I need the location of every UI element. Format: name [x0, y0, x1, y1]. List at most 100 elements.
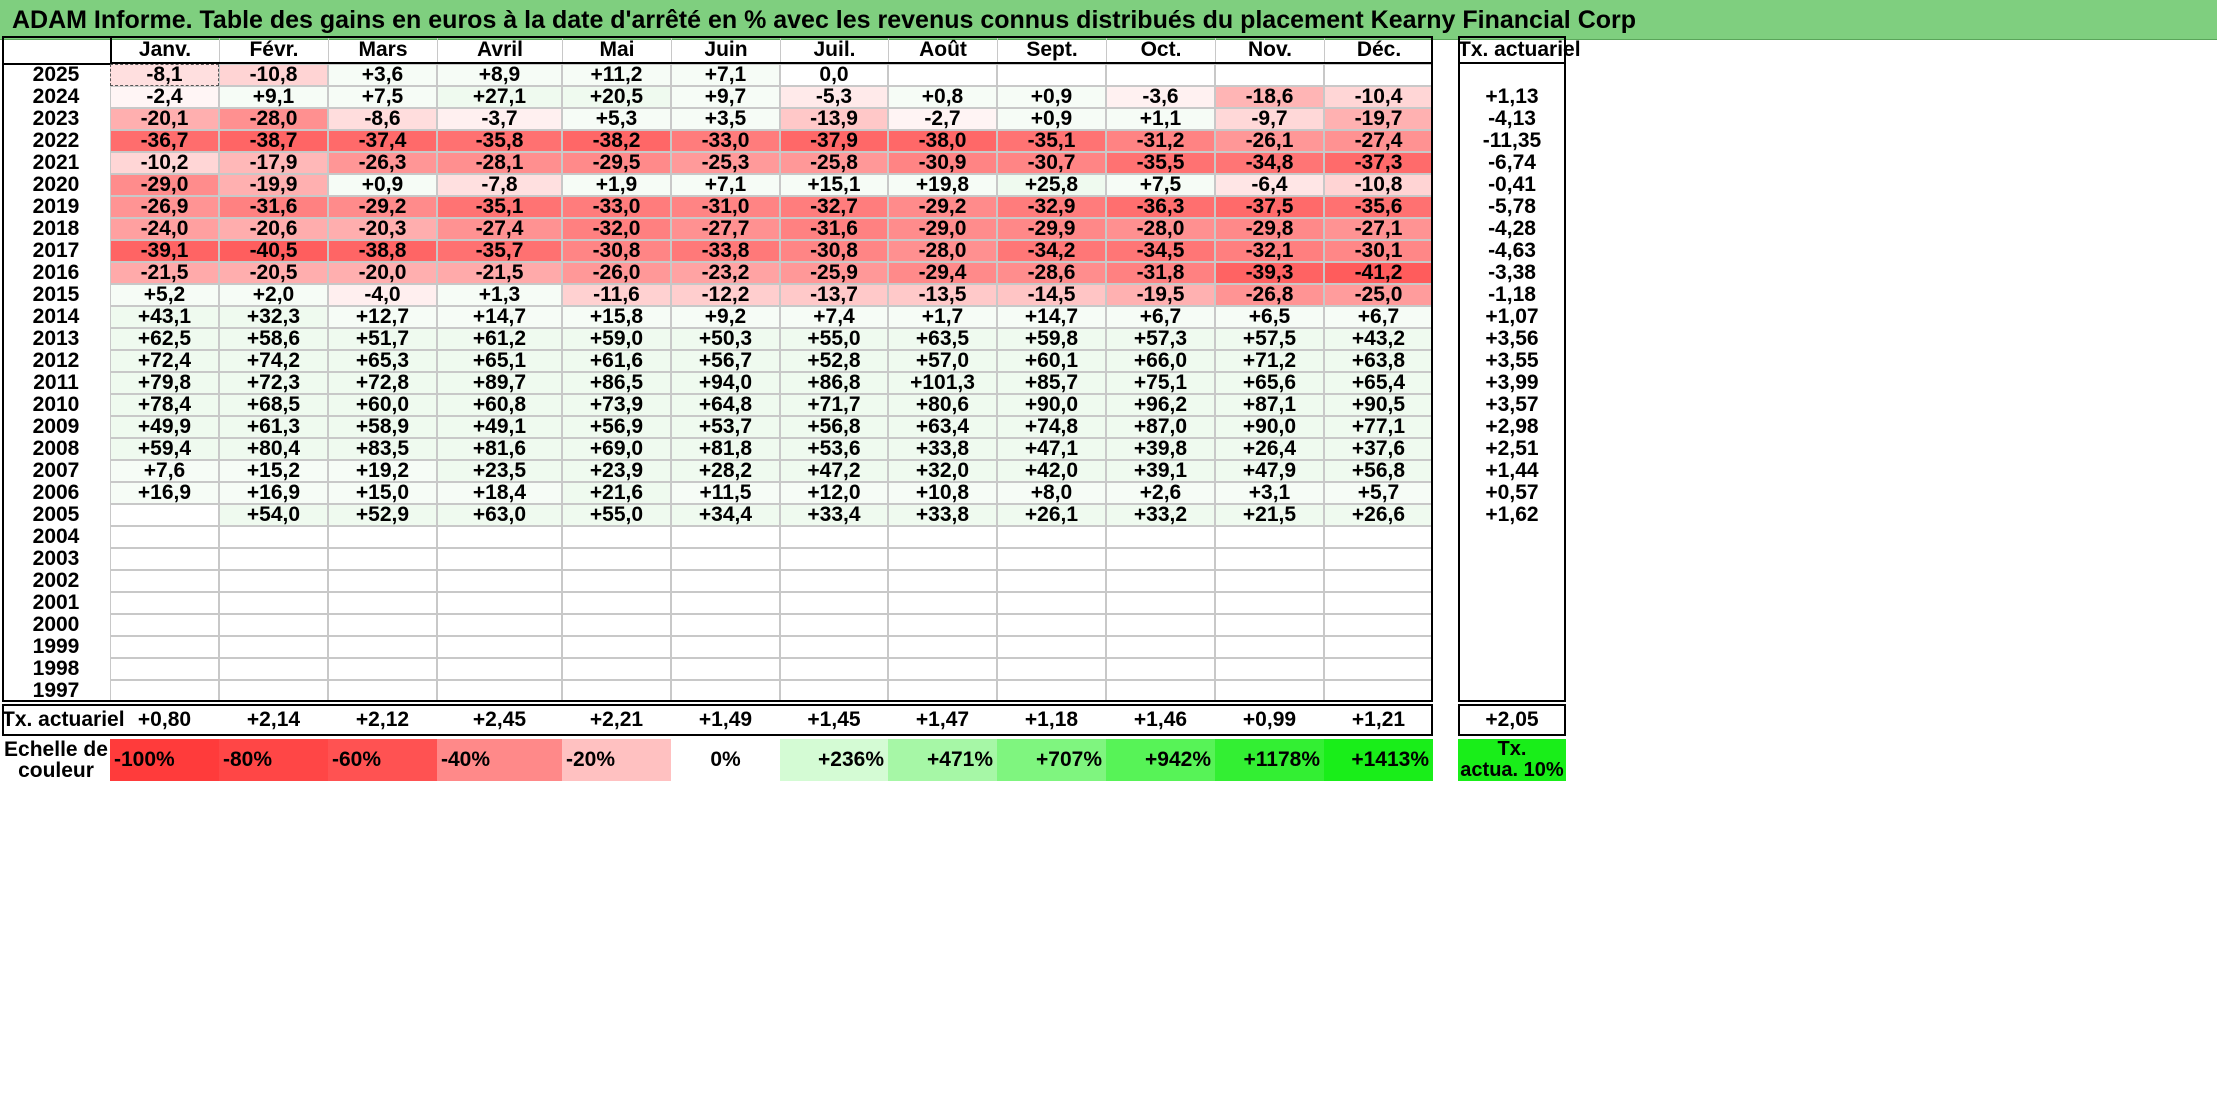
gain-cell: +33,4 [780, 504, 888, 526]
color-scale-step-label: +471% [927, 748, 993, 771]
gain-cell [437, 636, 562, 658]
gain-cell: +62,5 [110, 328, 219, 350]
gain-cell [1324, 570, 1433, 592]
gain-cell: +7,5 [1106, 174, 1215, 196]
annual-rate-cell: +3,57 [1485, 393, 1539, 416]
gain-cell: -23,2 [671, 262, 780, 284]
year-label: 2005 [32, 503, 80, 526]
gain-cell: +23,9 [562, 460, 671, 482]
gain-cell: +63,4 [888, 416, 997, 438]
gain-cell [780, 526, 888, 548]
gain-cell [1106, 64, 1215, 86]
gain-cell: -35,6 [1324, 196, 1433, 218]
gain-cell: +65,3 [328, 350, 437, 372]
gain-cell: -30,8 [780, 240, 888, 262]
gain-cell [997, 64, 1106, 86]
gain-cell: +8,9 [437, 64, 562, 86]
gain-cell [328, 680, 437, 702]
color-scale-step-label: 0% [710, 748, 741, 771]
gain-cell: +87,0 [1106, 416, 1215, 438]
gain-cell: -32,1 [1215, 240, 1324, 262]
gain-cell: -13,7 [780, 284, 888, 306]
gain-cell: -29,0 [888, 218, 997, 240]
gain-cell: +59,4 [110, 438, 219, 460]
gain-cell: -32,9 [997, 196, 1106, 218]
month-header: Juin [671, 36, 780, 64]
gain-cell: +1,7 [888, 306, 997, 328]
gain-cell [671, 658, 780, 680]
gain-cell: -17,9 [219, 152, 328, 174]
year-label: 2015 [32, 283, 80, 306]
gain-cell: +55,0 [562, 504, 671, 526]
color-scale-step: -40% [437, 739, 562, 781]
color-scale-step-label: +707% [1036, 748, 1102, 771]
gain-cell: -26,3 [328, 152, 437, 174]
gain-cell: +74,2 [219, 350, 328, 372]
color-scale-step: -100% [110, 739, 219, 781]
gain-cell: +56,9 [562, 416, 671, 438]
gain-cell: +80,6 [888, 394, 997, 416]
annual-rate-cell: -4,63 [1488, 239, 1536, 262]
gain-cell: -41,2 [1324, 262, 1433, 284]
gain-cell: -39,1 [110, 240, 219, 262]
year-label: 2012 [32, 349, 80, 372]
gain-cell: -36,3 [1106, 196, 1215, 218]
color-scale-step-label: -100% [114, 748, 175, 771]
annual-rate-cell: +1,13 [1485, 85, 1539, 108]
gain-cell: -38,7 [219, 130, 328, 152]
gain-cell [1324, 548, 1433, 570]
gain-cell: -37,9 [780, 130, 888, 152]
gain-cell: +26,4 [1215, 438, 1324, 460]
gain-cell [780, 592, 888, 614]
gain-cell [671, 592, 780, 614]
gain-cell: -2,7 [888, 108, 997, 130]
monthly-rate-cell: +1,45 [807, 708, 861, 731]
gain-cell: +43,2 [1324, 328, 1433, 350]
gain-cell: -34,8 [1215, 152, 1324, 174]
gain-cell [328, 570, 437, 592]
gain-cell [1106, 680, 1215, 702]
gain-cell: +59,0 [562, 328, 671, 350]
gain-cell: +58,6 [219, 328, 328, 350]
gain-cell: +90,5 [1324, 394, 1433, 416]
gain-cell [437, 570, 562, 592]
gain-cell: -8,1 [110, 64, 219, 86]
gain-cell: -27,4 [1324, 130, 1433, 152]
gain-cell: -26,8 [1215, 284, 1324, 306]
gain-cell: -37,3 [1324, 152, 1433, 174]
gain-cell: +0,8 [888, 86, 997, 108]
gain-cell: -29,5 [562, 152, 671, 174]
gain-cell: +9,7 [671, 86, 780, 108]
color-scale-label: Echelle de couleur [2, 739, 110, 781]
gain-cell [562, 680, 671, 702]
annual-rate-cell [1458, 64, 1566, 86]
gain-cell: -35,5 [1106, 152, 1215, 174]
annual-rate-header: Tx. actuariel [1458, 38, 1581, 61]
year-label: 2004 [32, 525, 80, 548]
gain-cell: +39,1 [1106, 460, 1215, 482]
gain-cell: -31,8 [1106, 262, 1215, 284]
gain-cell: -31,6 [780, 218, 888, 240]
year-label: 2020 [32, 173, 80, 196]
gain-cell: -6,4 [1215, 174, 1324, 196]
gain-cell: +9,1 [219, 86, 328, 108]
gain-cell [997, 592, 1106, 614]
gain-cell [888, 636, 997, 658]
gain-cell: +50,3 [671, 328, 780, 350]
annual-rate-legend-line2: actua. 10% [1460, 759, 1564, 781]
color-scale-step: -60% [328, 739, 437, 781]
gain-cell: -7,8 [437, 174, 562, 196]
gain-cell: +63,8 [1324, 350, 1433, 372]
gain-cell: -20,0 [328, 262, 437, 284]
gain-cell [1106, 570, 1215, 592]
annual-rate-cell [1458, 636, 1566, 658]
gain-cell: +83,5 [328, 438, 437, 460]
gain-cell [110, 680, 219, 702]
gain-cell: +6,5 [1215, 306, 1324, 328]
gain-cell: -29,9 [997, 218, 1106, 240]
gain-cell: +74,8 [997, 416, 1106, 438]
gain-cell [437, 548, 562, 570]
gain-cell: +19,8 [888, 174, 997, 196]
gain-cell: +25,8 [997, 174, 1106, 196]
annual-rate-cell: -3,38 [1488, 261, 1536, 284]
